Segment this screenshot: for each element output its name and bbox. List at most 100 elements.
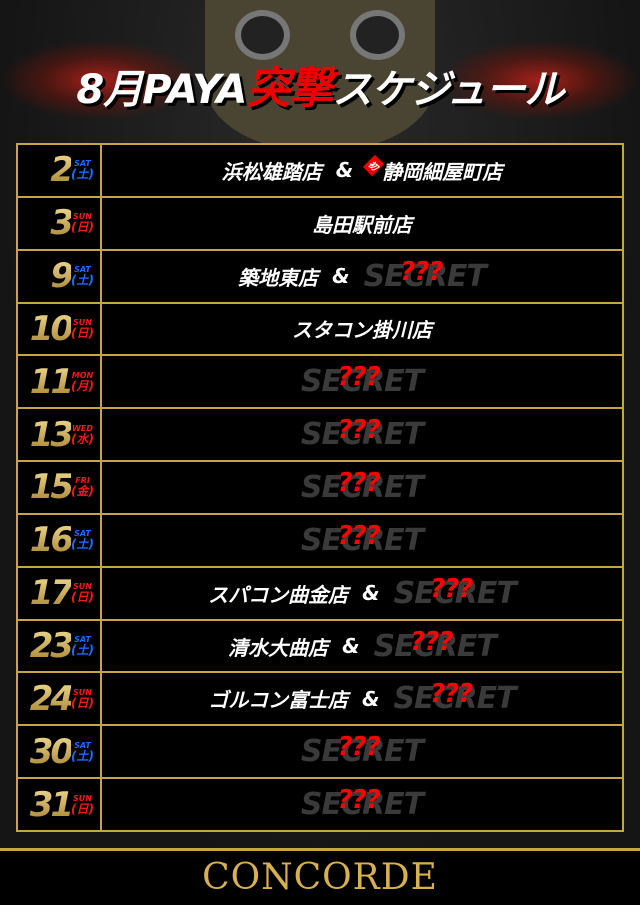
secret-mark: ??? bbox=[410, 626, 453, 657]
first-store: 初静岡細屋町店 bbox=[363, 154, 503, 185]
weekday-en: WED bbox=[72, 423, 93, 433]
day-number: 17 bbox=[29, 573, 74, 614]
secret-store: SECRET??? bbox=[393, 679, 516, 717]
store-cell: ゴルコン富士店 & SECRET??? bbox=[102, 673, 622, 724]
schedule-row: 31 SUN (日) SECRET??? bbox=[18, 779, 622, 830]
secret-store: SECRET??? bbox=[300, 467, 424, 505]
weekday: SAT (土) bbox=[71, 529, 94, 552]
day-number: 15 bbox=[29, 467, 74, 508]
weekday-en: FRI bbox=[75, 476, 90, 486]
weekday-en: SAT bbox=[74, 740, 91, 750]
weekday-en: SUN bbox=[73, 687, 92, 697]
secret-store: SECRET??? bbox=[393, 573, 517, 611]
store-cell: SECRET??? bbox=[102, 356, 622, 407]
weekday-en: MON bbox=[71, 370, 94, 380]
schedule-row: 3 SUN (日) 島田駅前店 bbox=[18, 197, 622, 251]
secret-label: SECRET bbox=[300, 522, 424, 558]
date-cell: 13 WED (水) bbox=[18, 409, 102, 461]
secret-mark: ??? bbox=[400, 256, 443, 287]
weekday: SAT (土) bbox=[71, 740, 94, 763]
day-number: 30 bbox=[29, 731, 74, 772]
schedule-row: 17 SUN (日) スパコン曲金店 & SECRET??? bbox=[18, 567, 622, 621]
date-cell: 31 SUN (日) bbox=[18, 779, 102, 830]
secret-store: SECRET??? bbox=[374, 626, 497, 664]
weekday: SUN (日) bbox=[71, 212, 94, 235]
store-name: 島田駅前店 bbox=[312, 212, 412, 237]
store-cell: 浜松雄踏店 & 初静岡細屋町店 bbox=[102, 145, 622, 196]
weekday-jp: (日) bbox=[71, 590, 94, 605]
weekday-en: SAT bbox=[74, 265, 91, 275]
schedule-row: 10 SUN (日) スタコン掛川店 bbox=[18, 303, 622, 357]
weekday: SUN (日) bbox=[71, 687, 94, 710]
weekday: SUN (日) bbox=[71, 583, 94, 605]
weekday-en: SUN bbox=[73, 793, 92, 803]
weekday: MON (月) bbox=[71, 370, 94, 392]
mascot-eye bbox=[235, 10, 290, 60]
schedule-row: 11 MON (月) SECRET??? bbox=[18, 356, 622, 410]
store-cell: SECRET??? bbox=[102, 779, 622, 830]
secret-mark: ??? bbox=[337, 732, 381, 763]
weekday-jp: (土) bbox=[71, 273, 94, 288]
weekday: SAT (土) bbox=[71, 160, 94, 182]
store-name: 静岡細屋町店 bbox=[382, 159, 503, 184]
date-cell: 17 SUN (日) bbox=[18, 567, 102, 619]
day-number: 16 bbox=[29, 520, 74, 561]
amp: & bbox=[361, 686, 380, 711]
secret-label: SECRET bbox=[300, 787, 424, 823]
weekday-jp: (土) bbox=[71, 167, 94, 182]
secret-label: SECRET bbox=[393, 681, 516, 717]
schedule-row: 9 SAT (土) 築地東店 & SECRET??? bbox=[18, 250, 622, 304]
day-number: 24 bbox=[29, 678, 74, 719]
amp: & bbox=[342, 634, 360, 659]
day-number: 10 bbox=[29, 308, 74, 349]
store-cell: SECRET??? bbox=[102, 409, 622, 460]
weekday-jp: (土) bbox=[71, 748, 94, 763]
date-cell: 9 SAT (土) bbox=[18, 250, 102, 302]
weekday-jp: (土) bbox=[71, 643, 94, 658]
secret-label: SECRET bbox=[300, 469, 424, 505]
secret-store: SECRET??? bbox=[301, 415, 424, 452]
schedule-row: 23 SAT (土) 清水大曲店 & SECRET??? bbox=[18, 620, 622, 674]
title-prefix: 8月PAYA bbox=[76, 67, 247, 113]
weekday: WED (水) bbox=[71, 423, 94, 445]
page-title: 8月PAYA突撃スケジュール bbox=[0, 52, 640, 116]
schedule-row: 24 SUN (日) ゴルコン富士店 & SECRET??? bbox=[18, 673, 622, 727]
secret-store: SECRET??? bbox=[364, 256, 487, 294]
secret-store: SECRET??? bbox=[301, 362, 424, 399]
day-number: 31 bbox=[29, 784, 74, 825]
date-cell: 16 SAT (土) bbox=[18, 514, 102, 566]
amp: & bbox=[335, 158, 354, 183]
store-cell: 築地東店 & SECRET??? bbox=[102, 251, 622, 302]
store-cell: スタコン掛川店 bbox=[102, 304, 622, 355]
store-name: スタコン掛川店 bbox=[292, 318, 432, 343]
date-cell: 23 SAT (土) bbox=[18, 620, 102, 672]
weekday-en: SUN bbox=[73, 212, 92, 222]
weekday-en: SAT bbox=[74, 529, 91, 539]
mascot-illustration bbox=[205, 0, 435, 150]
day-number: 11 bbox=[29, 361, 74, 402]
schedule-row: 13 WED (水) SECRET??? bbox=[18, 409, 622, 463]
date-cell: 30 SAT (土) bbox=[18, 726, 102, 778]
weekday-jp: (日) bbox=[71, 695, 94, 710]
secret-mark: ??? bbox=[337, 467, 381, 498]
secret-store: SECRET??? bbox=[300, 521, 424, 558]
secret-label: SECRET bbox=[300, 734, 424, 770]
weekday-jp: (日) bbox=[71, 220, 94, 235]
date-cell: 15 FRI (金) bbox=[18, 462, 102, 513]
schedule-row: 16 SAT (土) SECRET??? bbox=[18, 514, 622, 568]
secret-label: SECRET bbox=[393, 575, 517, 611]
weekday: SAT (土) bbox=[71, 265, 94, 288]
weekday-jp: (土) bbox=[71, 537, 94, 552]
day-number: 9 bbox=[50, 256, 74, 297]
store-cell: 島田駅前店 bbox=[102, 198, 622, 249]
secret-mark: ??? bbox=[430, 573, 473, 604]
amp: & bbox=[332, 264, 350, 289]
secret-store: SECRET??? bbox=[300, 785, 424, 823]
secret-mark: ??? bbox=[337, 415, 381, 446]
amp: & bbox=[362, 581, 380, 606]
weekday-jp: (日) bbox=[71, 801, 94, 816]
weekday: SUN (日) bbox=[71, 317, 94, 339]
weekday-en: SUN bbox=[73, 317, 92, 327]
store-cell: SECRET??? bbox=[102, 726, 622, 777]
weekday: SAT (土) bbox=[71, 636, 94, 658]
